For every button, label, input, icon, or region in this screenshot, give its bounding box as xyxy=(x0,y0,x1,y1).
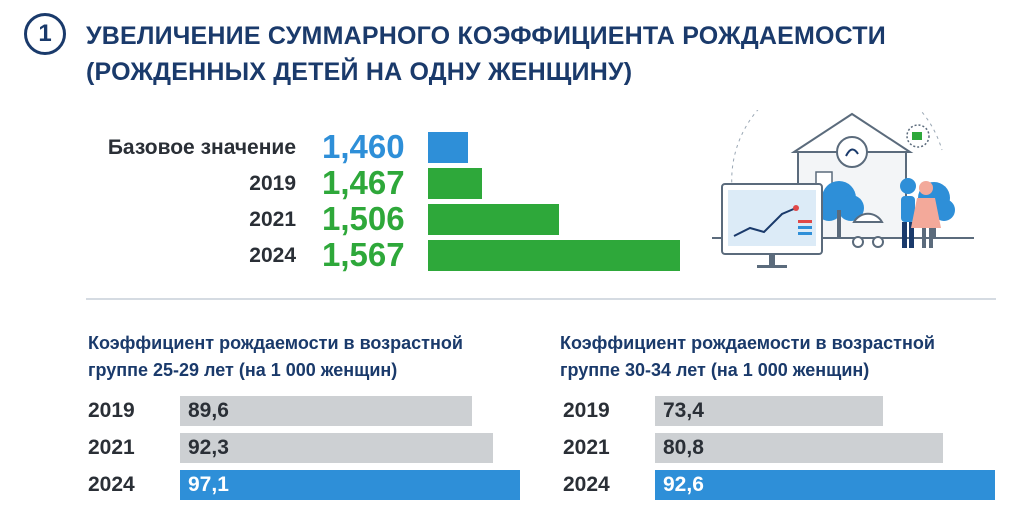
section-number-badge: 1 xyxy=(24,13,66,55)
category-label: Базовое значение xyxy=(107,136,296,159)
bar xyxy=(428,240,680,271)
category-label: 2021 xyxy=(249,208,296,231)
value-label: 73,4 xyxy=(663,399,704,422)
title-line-1: УВЕЛИЧЕНИЕ СУММАРНОГО КОЭФФИЦИЕНТА РОЖДА… xyxy=(86,22,886,50)
year-label: 2024 xyxy=(563,473,610,496)
value-label: 1,506 xyxy=(322,200,405,237)
bar xyxy=(428,132,468,163)
sub-bar-row: 2021 80,8 xyxy=(563,433,995,463)
sub-bar-row: 2019 73,4 xyxy=(563,396,995,426)
value-label: 80,8 xyxy=(663,436,704,459)
value-label: 89,6 xyxy=(188,399,229,422)
bar xyxy=(655,396,883,426)
main-bar-row: 2024 1,567 xyxy=(0,236,700,273)
bar xyxy=(428,204,559,235)
bar xyxy=(655,433,943,463)
sub-bar-row: 2019 89,6 xyxy=(88,396,520,426)
subchart-title-line-1: Коэффициент рождаемости в возрастной xyxy=(560,333,935,353)
subchart-title-30-34: Коэффициент рождаемости в возрастной гру… xyxy=(560,330,980,384)
illustration-graphic xyxy=(712,72,974,268)
year-label: 2021 xyxy=(563,436,610,459)
subchart-title-line-2: группе 30-34 лет (на 1 000 женщин) xyxy=(560,360,870,380)
bar xyxy=(180,470,520,500)
subchart-title-25-29: Коэффициент рождаемости в возрастной гру… xyxy=(88,330,508,384)
sub-bar-row: 2024 97,1 xyxy=(88,470,520,500)
family-dashboard-illustration xyxy=(712,72,974,272)
main-bar-row: Базовое значение 1,460 xyxy=(0,128,700,165)
value-label: 92,3 xyxy=(188,436,229,459)
value-label: 1,460 xyxy=(322,128,405,165)
value-label: 97,1 xyxy=(188,473,229,496)
value-label: 1,567 xyxy=(322,236,405,273)
page-title: УВЕЛИЧЕНИЕ СУММАРНОГО КОЭФФИЦИЕНТА РОЖДА… xyxy=(86,18,966,90)
year-label: 2019 xyxy=(88,399,135,422)
sub-bar-row: 2021 92,3 xyxy=(88,433,520,463)
year-label: 2019 xyxy=(563,399,610,422)
subchart-title-line-2: группе 25-29 лет (на 1 000 женщин) xyxy=(88,360,398,380)
value-label: 92,6 xyxy=(663,473,704,496)
bar xyxy=(180,433,493,463)
bar xyxy=(428,168,482,199)
section-divider xyxy=(86,298,996,300)
value-label: 1,467 xyxy=(322,164,405,201)
bar xyxy=(180,396,472,426)
main-bar-row: 2019 1,467 xyxy=(0,164,700,201)
title-line-2: (РОЖДЕННЫХ ДЕТЕЙ НА ОДНУ ЖЕНЩИНУ) xyxy=(86,58,633,86)
category-label: 2024 xyxy=(249,244,296,267)
main-bar-row: 2021 1,506 xyxy=(0,200,700,237)
year-label: 2024 xyxy=(88,473,135,496)
bar xyxy=(655,470,995,500)
year-label: 2021 xyxy=(88,436,135,459)
sub-bar-row: 2024 92,6 xyxy=(563,470,995,500)
category-label: 2019 xyxy=(249,172,296,195)
subchart-title-line-1: Коэффициент рождаемости в возрастной xyxy=(88,333,463,353)
